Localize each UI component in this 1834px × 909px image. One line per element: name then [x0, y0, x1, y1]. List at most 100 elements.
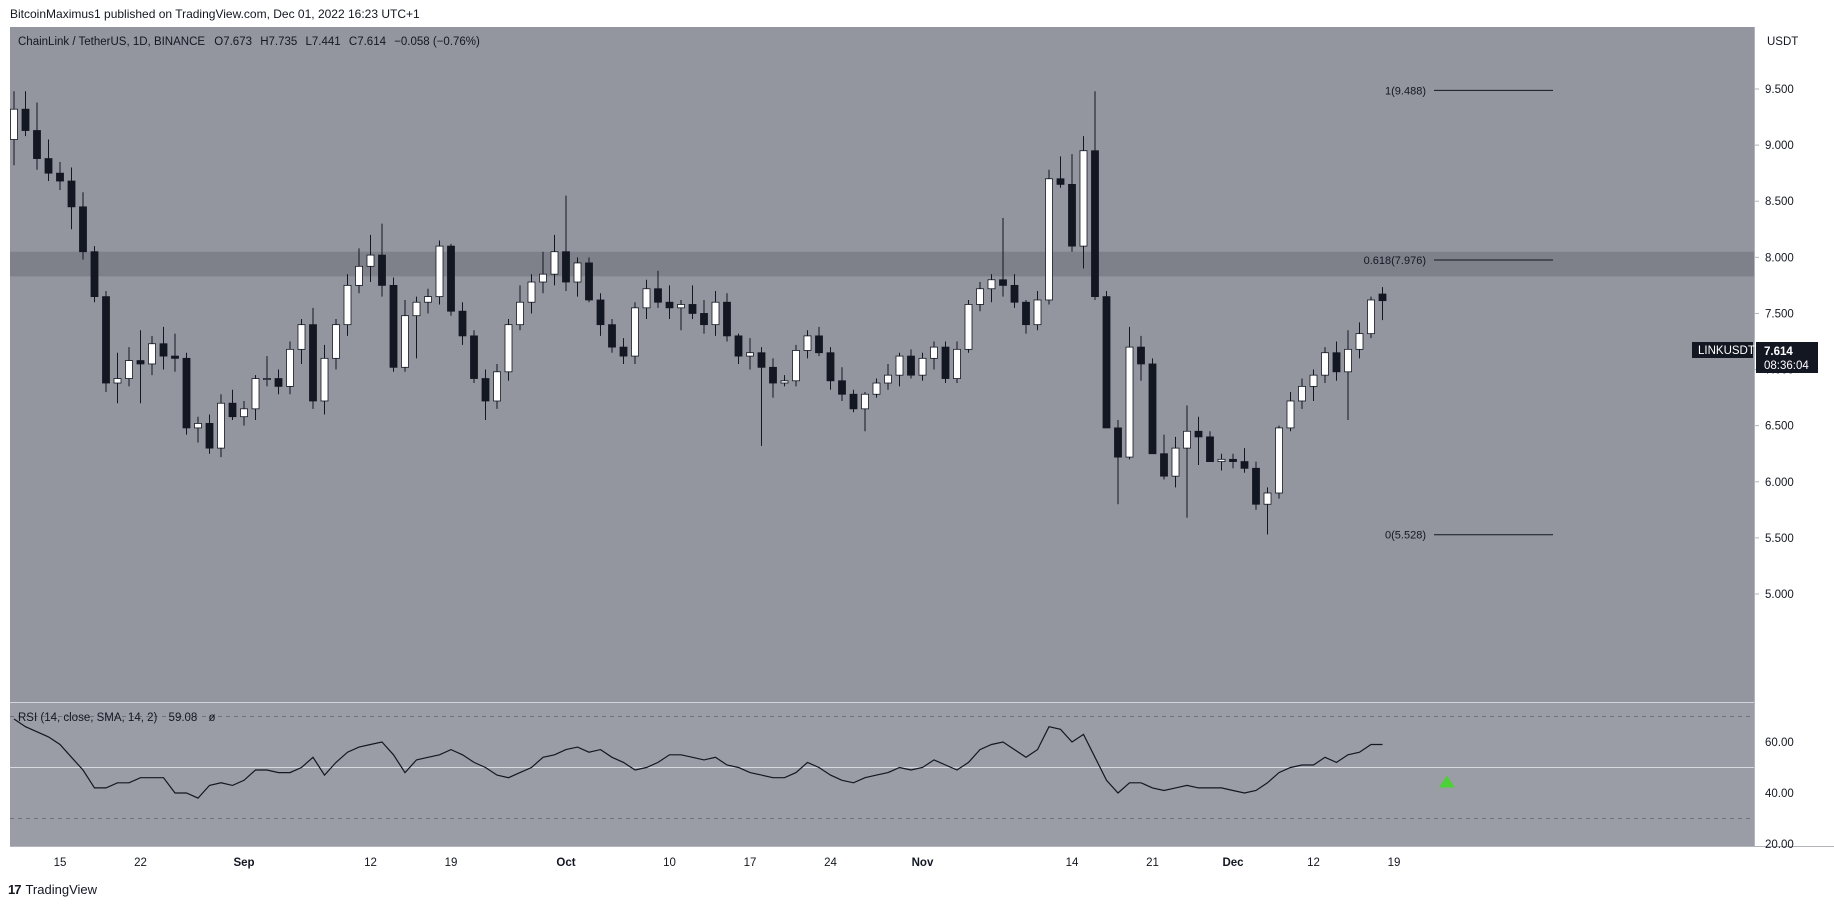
- candle[interactable]: [1056, 156, 1065, 188]
- candle[interactable]: [654, 270, 662, 308]
- candle[interactable]: [987, 274, 996, 303]
- candle[interactable]: [619, 338, 628, 364]
- candle[interactable]: [964, 299, 973, 353]
- candle[interactable]: [792, 344, 800, 387]
- rsi-line[interactable]: [13, 718, 1383, 799]
- candle[interactable]: [631, 302, 639, 364]
- candle[interactable]: [907, 349, 915, 379]
- candle[interactable]: [343, 274, 352, 336]
- candle[interactable]: [1367, 296, 1375, 339]
- candle[interactable]: [332, 319, 340, 370]
- candle[interactable]: [67, 167, 76, 230]
- candle[interactable]: [297, 319, 306, 364]
- candle[interactable]: [470, 330, 478, 384]
- candle[interactable]: [573, 257, 582, 297]
- chart-canvas[interactable]: 1(9.488) 0.618(7.976) 0(5.528) 9.500 9.000 8…: [0, 0, 1834, 880]
- candle[interactable]: [642, 279, 651, 320]
- candle[interactable]: [826, 347, 835, 390]
- candle[interactable]: [1045, 169, 1053, 305]
- candle[interactable]: [320, 344, 329, 415]
- candle[interactable]: [1079, 136, 1088, 269]
- candle[interactable]: [803, 330, 812, 359]
- candle[interactable]: [746, 338, 754, 370]
- candle[interactable]: [1183, 405, 1191, 518]
- candle[interactable]: [1206, 431, 1214, 462]
- candle[interactable]: [366, 234, 375, 283]
- candle[interactable]: [895, 352, 904, 387]
- candle[interactable]: [228, 389, 237, 421]
- candle[interactable]: [516, 285, 524, 331]
- candle[interactable]: [125, 347, 133, 387]
- candle[interactable]: [700, 299, 708, 334]
- candle[interactable]: [1068, 154, 1076, 252]
- candle[interactable]: [1102, 291, 1111, 429]
- candle[interactable]: [1240, 448, 1249, 473]
- candle[interactable]: [1148, 358, 1157, 455]
- candle[interactable]: [1171, 436, 1180, 488]
- candle[interactable]: [44, 139, 53, 182]
- candle[interactable]: [286, 341, 294, 395]
- candle[interactable]: [953, 341, 961, 384]
- candle[interactable]: [734, 333, 743, 364]
- candle[interactable]: [872, 378, 881, 398]
- candle[interactable]: [355, 248, 363, 294]
- candle[interactable]: [1378, 287, 1387, 321]
- candle[interactable]: [665, 285, 674, 320]
- candle[interactable]: [1252, 461, 1260, 510]
- candle[interactable]: [1263, 487, 1272, 535]
- candle[interactable]: [815, 326, 823, 357]
- candle[interactable]: [562, 195, 570, 291]
- candle[interactable]: [1022, 299, 1030, 334]
- candle[interactable]: [33, 102, 41, 170]
- candle[interactable]: [10, 91, 18, 166]
- candle[interactable]: [1355, 322, 1364, 359]
- candle[interactable]: [424, 288, 432, 314]
- candle[interactable]: [240, 400, 248, 426]
- candle[interactable]: [205, 414, 214, 454]
- candle[interactable]: [389, 277, 398, 372]
- candle[interactable]: [769, 358, 777, 398]
- candle[interactable]: [941, 341, 950, 384]
- candle[interactable]: [550, 234, 559, 286]
- price-pane-background[interactable]: [10, 27, 1754, 702]
- candle[interactable]: [688, 285, 697, 320]
- candle[interactable]: [1137, 335, 1145, 381]
- candle[interactable]: [757, 347, 766, 446]
- candle[interactable]: [711, 291, 720, 336]
- candle[interactable]: [401, 299, 409, 372]
- candle[interactable]: [1033, 291, 1042, 331]
- candle[interactable]: [90, 246, 99, 303]
- candle[interactable]: [447, 243, 455, 316]
- candle[interactable]: [435, 240, 444, 305]
- candle[interactable]: [1125, 326, 1134, 460]
- candle[interactable]: [481, 369, 490, 421]
- brand-name[interactable]: TradingView: [25, 882, 98, 897]
- candle[interactable]: [102, 291, 110, 392]
- candle[interactable]: [849, 389, 858, 413]
- candle[interactable]: [412, 296, 421, 359]
- candle[interactable]: [182, 352, 191, 435]
- candle[interactable]: [1344, 330, 1352, 421]
- candle[interactable]: [1298, 378, 1306, 409]
- candle[interactable]: [539, 251, 547, 294]
- candle[interactable]: [838, 367, 846, 401]
- candle[interactable]: [585, 257, 593, 303]
- candle[interactable]: [217, 394, 225, 458]
- candle[interactable]: [1114, 420, 1122, 505]
- candle[interactable]: [527, 274, 536, 314]
- candle[interactable]: [677, 299, 685, 331]
- candle[interactable]: [596, 293, 605, 336]
- candle[interactable]: [113, 352, 122, 404]
- candle[interactable]: [309, 307, 317, 409]
- candle[interactable]: [1332, 341, 1341, 381]
- candle[interactable]: [930, 341, 938, 370]
- candle[interactable]: [1160, 434, 1168, 480]
- candle[interactable]: [1275, 425, 1283, 499]
- candle[interactable]: [884, 363, 892, 390]
- candle[interactable]: [378, 223, 386, 297]
- candle[interactable]: [56, 161, 64, 190]
- candle[interactable]: [861, 392, 869, 432]
- candle[interactable]: [1309, 369, 1318, 401]
- candle[interactable]: [79, 192, 87, 260]
- candle[interactable]: [148, 335, 156, 376]
